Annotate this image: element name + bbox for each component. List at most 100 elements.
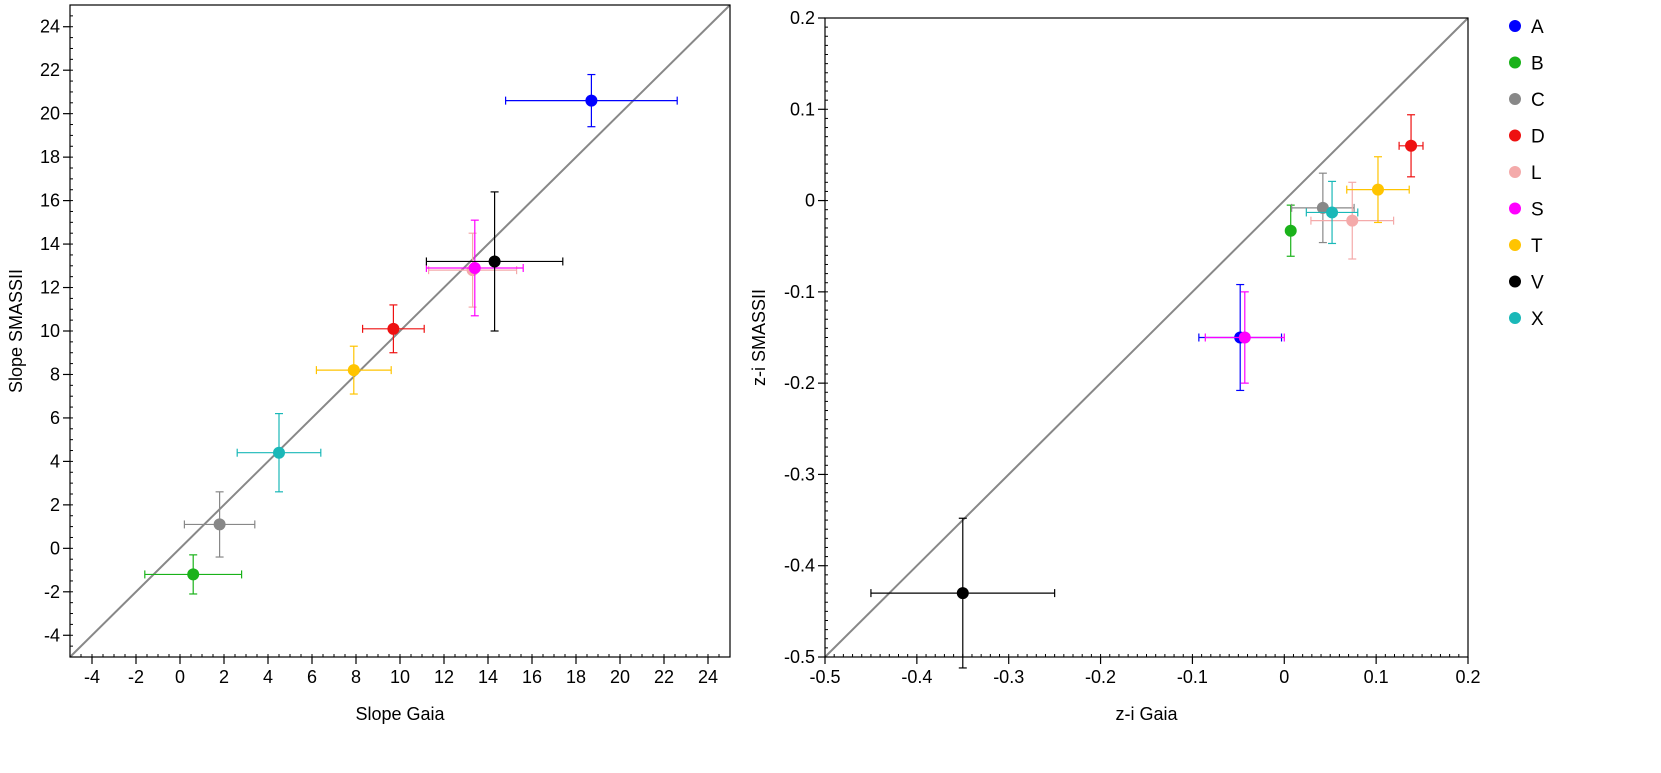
legend-marker <box>1509 312 1521 324</box>
data-point-d <box>1398 114 1424 178</box>
x-tick-label: 10 <box>390 667 410 687</box>
y-tick-label: -0.1 <box>784 282 815 302</box>
legend-item-s: S <box>1509 200 1544 221</box>
x-tick-label: -0.2 <box>1085 667 1116 687</box>
y-tick-label: 18 <box>40 147 60 167</box>
legend-item-x: X <box>1509 309 1544 330</box>
data-point-b <box>144 554 243 595</box>
legend-marker <box>1509 20 1521 32</box>
data-point-x <box>236 412 322 493</box>
data-point-s <box>425 219 524 317</box>
x-tick-label: 0.1 <box>1364 667 1389 687</box>
data-marker-x <box>273 446 285 459</box>
x-tick-label: 0.2 <box>1455 667 1480 687</box>
legend-label: S <box>1531 200 1544 221</box>
data-marker-v <box>488 255 501 268</box>
legend-marker <box>1509 93 1521 105</box>
legend-marker <box>1509 239 1521 251</box>
x-tick-label: 2 <box>219 667 229 687</box>
legend-marker <box>1509 275 1521 288</box>
one-to-one-line <box>824 17 1469 658</box>
x-tick-label: 20 <box>610 667 630 687</box>
x-axis-title: Slope Gaia <box>355 704 445 724</box>
data-point-t <box>315 345 392 395</box>
y-tick-label: -0.5 <box>784 647 815 667</box>
legend-item-l: L <box>1509 163 1542 184</box>
legend-label: A <box>1531 17 1544 38</box>
x-tick-label: 24 <box>698 667 718 687</box>
y-tick-label: 20 <box>40 104 60 124</box>
data-point-l <box>1310 181 1395 260</box>
y-tick-label: 0.1 <box>790 99 815 119</box>
data-marker-x <box>1326 206 1339 219</box>
y-tick-label: 22 <box>40 60 60 80</box>
legend-label: X <box>1531 309 1544 330</box>
x-tick-label: -4 <box>84 667 100 687</box>
y-tick-label: 14 <box>40 234 60 254</box>
x-axis-title: z-i Gaia <box>1115 704 1178 724</box>
y-tick-label: 2 <box>50 495 60 515</box>
y-tick-label: 0 <box>50 538 60 558</box>
data-point-t <box>1346 156 1410 224</box>
legend-label: T <box>1531 236 1543 257</box>
y-tick-label: -2 <box>44 582 60 602</box>
x-tick-label: 0 <box>1279 667 1289 687</box>
y-tick-label: -0.2 <box>784 373 815 393</box>
plot-frame <box>824 17 1469 658</box>
data-marker-s <box>1238 331 1251 344</box>
data-marker-a <box>585 94 598 107</box>
y-tick-label: -0.4 <box>784 556 815 576</box>
data-marker-d <box>1405 139 1418 152</box>
legend-item-a: A <box>1509 17 1544 38</box>
zi-scatter-panel: -0.5 -0.4 -0.3 -0.2 -0.1 0 0.1 0.2 -0.5 -0.4 -0.3 -… <box>749 8 1481 724</box>
legend-item-d: D <box>1509 127 1545 148</box>
y-tick-label: -0.3 <box>784 464 815 484</box>
data-point-v <box>425 191 564 332</box>
data-marker-t <box>347 364 360 377</box>
x-tick-label: -0.3 <box>993 667 1024 687</box>
legend-marker <box>1509 56 1521 69</box>
y-axis-title: z-i SMASSII <box>749 289 769 386</box>
x-tick-label: -0.4 <box>901 667 932 687</box>
plot-frame <box>69 4 731 658</box>
data-point-c <box>183 491 256 558</box>
legend-label: V <box>1531 273 1544 294</box>
data-point-d <box>362 304 425 354</box>
legend-item-t: T <box>1509 236 1543 257</box>
slope-scatter-panel: -4 -2 0 2 4 6 8 10 12 14 16 18 20 22 24-4-202468101214… <box>6 4 731 724</box>
legend-item-c: C <box>1509 90 1545 111</box>
data-point-s <box>1204 291 1285 384</box>
y-tick-label: 0 <box>805 191 815 211</box>
legend-marker <box>1509 129 1521 142</box>
legend-label: L <box>1531 163 1542 184</box>
data-point-x <box>1305 180 1359 245</box>
y-tick-label: 6 <box>50 408 60 428</box>
y-tick-label: 0.2 <box>790 8 815 28</box>
data-marker-l <box>1346 214 1359 227</box>
data-marker-v <box>956 587 969 600</box>
data-marker-d <box>387 322 400 335</box>
x-tick-label: 0 <box>175 667 185 687</box>
x-tick-label: 16 <box>522 667 542 687</box>
y-tick-label: 4 <box>50 451 60 471</box>
y-tick-label: 12 <box>40 278 60 298</box>
x-tick-label: 12 <box>434 667 454 687</box>
x-tick-label: -0.1 <box>1177 667 1208 687</box>
x-tick-label: 4 <box>263 667 273 687</box>
data-point-v <box>870 517 1056 669</box>
legend-marker <box>1509 202 1521 215</box>
legend-item-b: B <box>1509 54 1544 75</box>
data-marker-b <box>1284 224 1297 237</box>
x-tick-label: 14 <box>478 667 498 687</box>
legend-label: B <box>1531 54 1544 75</box>
one-to-one-line <box>69 4 731 658</box>
y-tick-label: 10 <box>40 321 60 341</box>
x-tick-label: -0.5 <box>809 667 840 687</box>
y-axis-title: Slope SMASSII <box>6 269 26 393</box>
y-tick-label: 24 <box>40 17 60 37</box>
data-marker-c <box>213 518 226 531</box>
x-tick-label: -2 <box>128 667 144 687</box>
data-point-c <box>1291 172 1355 244</box>
